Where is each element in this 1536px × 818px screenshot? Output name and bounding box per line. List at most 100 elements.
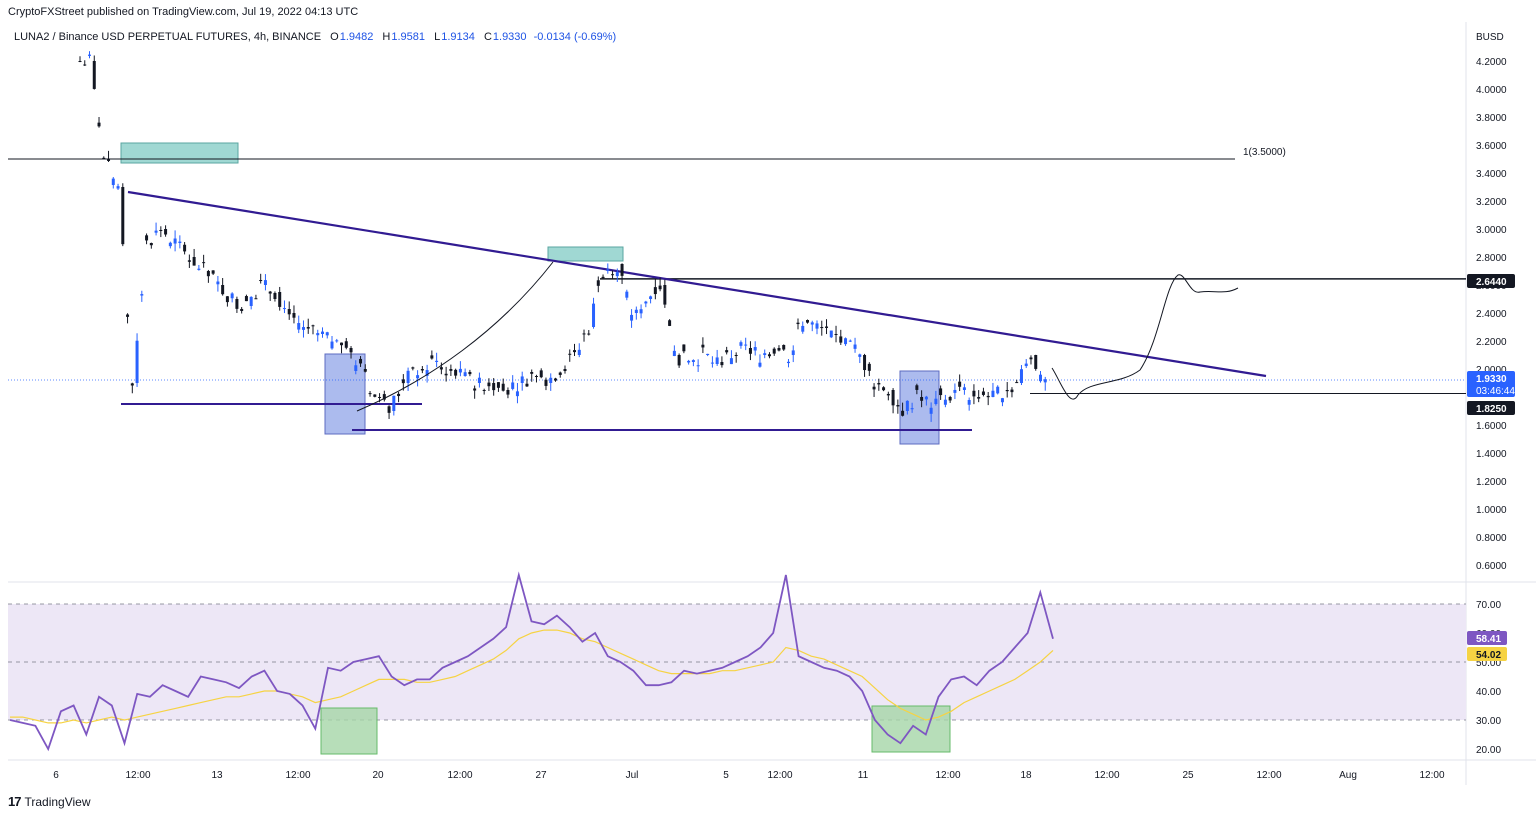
candle-body	[986, 395, 990, 398]
candle-body	[401, 379, 405, 384]
candle-body	[287, 309, 291, 315]
change-value: -0.0134 (-0.69%)	[533, 31, 617, 43]
candle-body	[810, 322, 814, 325]
rsi-ma-value-tag	[1467, 647, 1507, 661]
candle-body	[430, 355, 434, 359]
candle-body	[725, 350, 729, 353]
candle-body	[197, 268, 201, 270]
candle-body	[363, 369, 367, 372]
candle-body	[411, 367, 415, 369]
projected-path	[1051, 274, 1239, 400]
candle-body	[525, 383, 529, 387]
price-tick-label: 2.2000	[1476, 337, 1507, 348]
candle-body	[611, 274, 615, 276]
price-tick-label: 2.0000	[1476, 365, 1507, 376]
open-value: 1.9482	[339, 31, 374, 43]
candle-body	[577, 349, 581, 355]
candle-body	[206, 271, 210, 277]
time-tick-label: 12:00	[125, 770, 150, 781]
candle-body	[183, 244, 187, 252]
low-label: L	[434, 31, 441, 43]
rsi-tick-label: 20.00	[1476, 745, 1501, 756]
candle-body	[630, 314, 634, 321]
candle-body	[791, 350, 795, 355]
price-tick-label: 1.0000	[1476, 505, 1507, 516]
candle-body	[872, 386, 876, 390]
candle-body	[325, 332, 329, 336]
candle-body	[763, 353, 767, 355]
candle-body	[634, 309, 638, 313]
accumulation-curve	[356, 261, 554, 412]
candle-body	[382, 394, 386, 400]
candle-body	[767, 354, 771, 357]
candle-body	[515, 391, 519, 397]
price-tick-label: 4.0000	[1476, 85, 1507, 96]
candle-body	[145, 235, 149, 241]
supply-zone-left	[120, 142, 239, 164]
candle-body	[354, 365, 358, 371]
price-tick-label: 4.2000	[1476, 57, 1507, 68]
candle-body	[896, 405, 900, 407]
candle-body	[496, 382, 500, 388]
candle-body	[687, 360, 691, 363]
price-tick-label: 3.0000	[1476, 225, 1507, 236]
candle-body	[221, 285, 225, 295]
demand-zone-left	[324, 353, 366, 435]
price-tag	[1467, 274, 1515, 288]
candle-body	[739, 342, 743, 346]
candle-body	[88, 54, 92, 56]
candle-body	[449, 369, 453, 371]
candle-body	[92, 61, 96, 89]
candle-body	[244, 296, 248, 302]
time-tick-label: 5	[723, 770, 729, 781]
candle-body	[549, 377, 553, 383]
candle-body	[553, 378, 557, 381]
price-tag-value: 1.8250	[1476, 404, 1507, 415]
candle-body	[126, 314, 130, 317]
candle-body	[482, 389, 486, 391]
candle-body	[981, 391, 985, 395]
candle-body	[539, 370, 543, 378]
candle-body	[934, 398, 938, 404]
candle-body	[658, 285, 662, 290]
candle-body	[924, 396, 928, 400]
price-tag	[1467, 401, 1515, 415]
candle-body	[682, 344, 686, 352]
price-tick-label: 1.4000	[1476, 449, 1507, 460]
candles	[78, 51, 1047, 422]
candle-body	[867, 363, 871, 371]
candle-body	[1038, 374, 1042, 382]
time-tick-label: Aug	[1339, 770, 1357, 781]
footer: 17 TradingView	[8, 794, 91, 809]
candle-body	[1034, 355, 1038, 369]
time-tick-label: 12:00	[767, 770, 792, 781]
candle-body	[349, 348, 353, 353]
candle-body	[378, 397, 382, 398]
candle-body	[663, 285, 667, 305]
candle-body	[335, 340, 339, 342]
candle-body	[487, 382, 491, 387]
symbol-title: LUNA2 / Binance USD PERPETUAL FUTURES, 4…	[14, 31, 322, 43]
candle-body	[97, 122, 101, 127]
candle-body	[653, 287, 657, 295]
price-tick-label: 2.8000	[1476, 253, 1507, 264]
price-tick-label: 3.2000	[1476, 197, 1507, 208]
price-tick-label: 2.4000	[1476, 309, 1507, 320]
rsi-line	[9, 571, 1054, 752]
candle-body	[891, 390, 895, 406]
candle-body	[173, 238, 177, 244]
candle-body	[839, 336, 843, 343]
candle-body	[882, 387, 886, 391]
candle-body	[753, 347, 757, 351]
candle-body	[677, 355, 681, 366]
candle-body	[306, 327, 310, 329]
candle-body	[905, 400, 909, 411]
candle-body	[211, 270, 215, 274]
candle-body	[344, 341, 348, 348]
candle-body	[615, 272, 619, 277]
candle-body	[958, 381, 962, 387]
time-tick-label: 12:00	[1419, 770, 1444, 781]
candle-body	[796, 322, 800, 325]
candle-body	[444, 373, 448, 376]
